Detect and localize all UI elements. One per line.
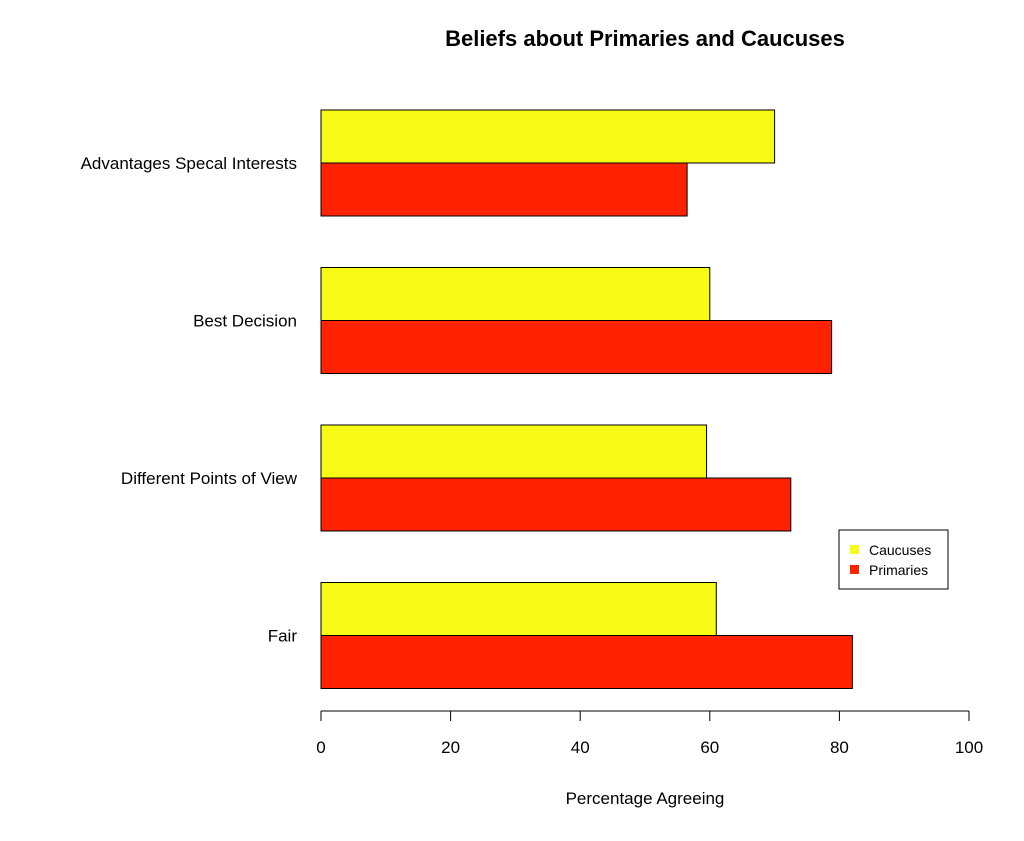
bar-caucuses-3 [320, 582, 717, 636]
bar-caucuses-1 [320, 267, 711, 321]
x-axis-label: Percentage Agreeing [566, 789, 725, 808]
bar-primaries-0 [320, 162, 688, 217]
legend-swatch-primaries [850, 565, 859, 574]
legend-box [838, 529, 949, 590]
legend-swatch-caucuses [850, 545, 859, 554]
category-label: Advantages Specal Interests [81, 154, 297, 173]
x-axis: 0 20 40 60 80 100 [316, 710, 983, 757]
category-label: Best Decision [193, 312, 297, 331]
x-tick-label: 20 [441, 738, 460, 757]
legend-label-caucuses: Caucuses [869, 542, 931, 558]
x-tick-label: 80 [830, 738, 849, 757]
bar-caucuses-0 [320, 109, 776, 164]
bars-group [320, 109, 853, 689]
chart-title: Beliefs about Primaries and Caucuses [445, 26, 845, 51]
x-tick-label: 100 [955, 738, 983, 757]
bar-primaries-1 [320, 320, 833, 374]
category-label: Different Points of View [121, 469, 298, 488]
bar-caucuses-2 [320, 424, 708, 479]
legend-label-primaries: Primaries [869, 562, 928, 578]
x-tick-label: 60 [700, 738, 719, 757]
category-labels: Advantages Specal Interests Best Decision… [81, 154, 298, 646]
bar-primaries-2 [320, 477, 792, 532]
category-label: Fair [268, 627, 298, 646]
bar-primaries-3 [320, 635, 853, 689]
legend: Caucuses Primaries [838, 529, 949, 590]
x-tick-label: 0 [316, 738, 325, 757]
x-tick-label: 40 [571, 738, 590, 757]
